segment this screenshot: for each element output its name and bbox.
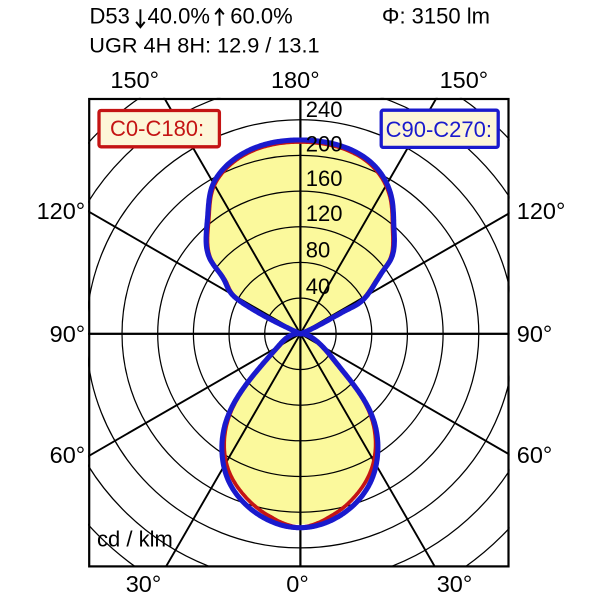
svg-text:UGR 4H 8H: 12.9 / 13.1: UGR 4H 8H: 12.9 / 13.1 bbox=[89, 32, 319, 57]
svg-text:90°: 90° bbox=[50, 321, 86, 347]
svg-text:D53: D53 bbox=[90, 4, 130, 29]
svg-text:150°: 150° bbox=[110, 67, 159, 93]
svg-text:240: 240 bbox=[306, 97, 343, 122]
svg-text:60°: 60° bbox=[50, 442, 86, 468]
svg-text:60°: 60° bbox=[517, 442, 553, 468]
svg-text:60.0%: 60.0% bbox=[230, 4, 292, 29]
svg-text:180°: 180° bbox=[271, 67, 320, 93]
svg-text:0°: 0° bbox=[286, 571, 308, 597]
svg-text:200: 200 bbox=[306, 132, 343, 157]
svg-text:150°: 150° bbox=[440, 67, 489, 93]
svg-text:160: 160 bbox=[306, 166, 343, 191]
svg-text:40.0%: 40.0% bbox=[148, 4, 210, 29]
svg-text:40: 40 bbox=[306, 274, 330, 299]
svg-text:120°: 120° bbox=[37, 198, 86, 224]
svg-text:30°: 30° bbox=[437, 571, 473, 597]
svg-text:Φ: 3150 lm: Φ: 3150 lm bbox=[382, 4, 490, 29]
svg-text:120: 120 bbox=[306, 201, 343, 226]
svg-text:80: 80 bbox=[306, 238, 330, 263]
svg-text:C0-C180:: C0-C180: bbox=[110, 116, 204, 141]
svg-text:cd / klm: cd / klm bbox=[97, 527, 173, 552]
svg-text:90°: 90° bbox=[517, 321, 553, 347]
svg-text:120°: 120° bbox=[517, 198, 566, 224]
svg-text:30°: 30° bbox=[126, 571, 162, 597]
svg-text:C90-C270:: C90-C270: bbox=[386, 117, 492, 142]
